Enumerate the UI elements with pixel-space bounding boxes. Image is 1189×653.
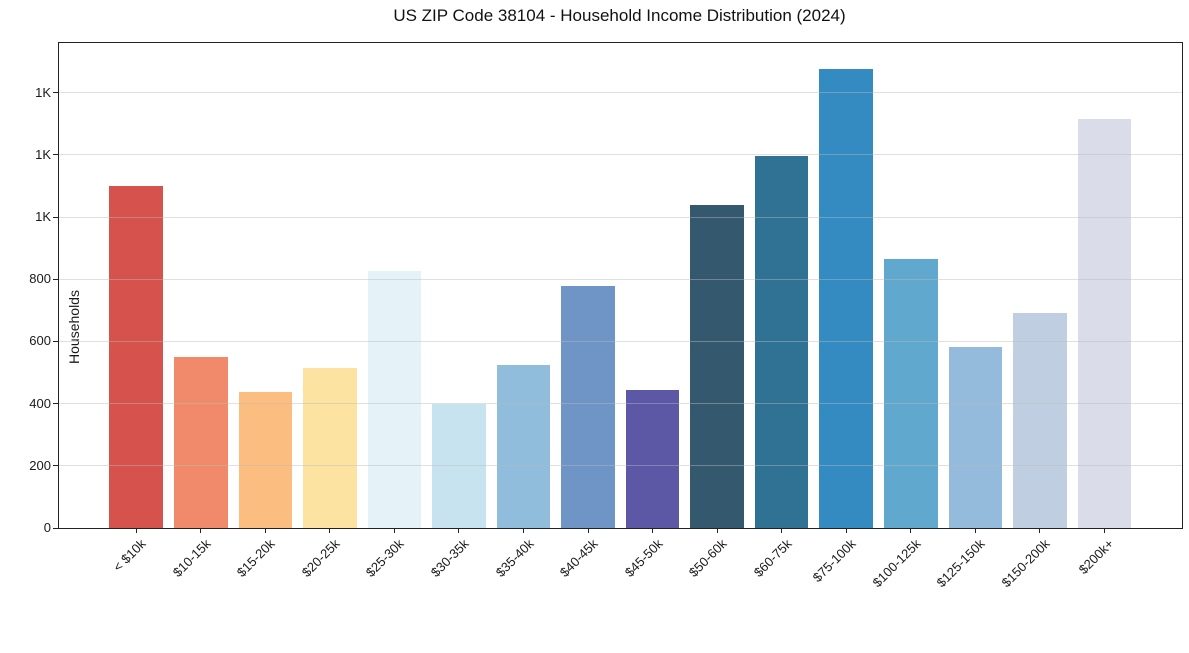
bar-30-35k xyxy=(432,404,486,528)
x-tick-label: $75-100k xyxy=(809,536,859,585)
y-tick-label: 800 xyxy=(29,271,51,287)
x-tick-label: $45-50k xyxy=(621,536,666,580)
x-tick-mark xyxy=(135,528,137,533)
x-tick-label: $15-20k xyxy=(234,536,278,580)
x-tick-label: $30-35k xyxy=(427,536,472,580)
x-tick-mark xyxy=(458,528,460,533)
x-tick-mark xyxy=(523,528,524,533)
figure: US ZIP Code 38104 - Household Income Dis… xyxy=(29,6,1183,591)
x-tick-mark xyxy=(974,528,976,533)
x-tick-label: $20-25k xyxy=(298,536,343,580)
y-tick-mark xyxy=(53,278,58,280)
gridline-400 xyxy=(59,403,1182,405)
x-tick-label: $60-75k xyxy=(750,536,795,580)
x-tick-mark xyxy=(781,528,783,533)
plot-area: Households 0 200 400 600 800 1K 1K 1K < $10k $10-… xyxy=(29,42,1183,590)
bar-75-100k xyxy=(819,68,874,528)
bar-10-15k xyxy=(173,356,228,528)
y-tick-mark xyxy=(53,92,58,94)
y-tick-label: 1K xyxy=(35,209,51,225)
y-tick-mark xyxy=(53,465,58,467)
y-tick-label: 0 xyxy=(43,520,51,535)
y-tick-label: 1K xyxy=(35,146,51,162)
y-tick-mark xyxy=(53,527,58,529)
x-tick-label: $100-125k xyxy=(869,536,924,591)
x-tick-mark xyxy=(845,528,847,533)
x-tick-mark xyxy=(264,528,266,533)
x-tick-mark xyxy=(910,528,912,533)
y-tick-label: 400 xyxy=(29,395,51,411)
bar-45-50k xyxy=(625,390,680,528)
bar-125-150k xyxy=(948,346,1003,528)
gridline-1000 xyxy=(59,216,1182,218)
bar-40-45k xyxy=(561,286,615,528)
y-tick-mark xyxy=(53,340,58,342)
x-tick-mark xyxy=(1039,528,1041,533)
bar-25-30k xyxy=(367,270,422,528)
x-tick-label: < $10k xyxy=(110,536,149,575)
x-tick-mark xyxy=(587,528,589,533)
x-tick-label: $150-200k xyxy=(998,536,1053,591)
x-tick-mark xyxy=(652,528,654,533)
gridline-600 xyxy=(59,340,1182,342)
bar-150-200k xyxy=(1013,312,1067,528)
x-tick-mark xyxy=(716,528,718,533)
chart-title: US ZIP Code 38104 - Household Income Dis… xyxy=(393,6,846,25)
bar-50-60k xyxy=(690,205,744,528)
x-tick-label: $200k+ xyxy=(1076,536,1118,578)
x-tick-label: $50-60k xyxy=(685,536,730,580)
bar-35-40k xyxy=(496,365,551,528)
x-tick-label: $25-30k xyxy=(363,536,407,580)
x-tick-mark xyxy=(329,528,331,533)
bar-20-25k xyxy=(303,367,357,528)
gridline-200 xyxy=(59,465,1182,467)
x-tick-label: $10-15k xyxy=(169,536,214,580)
bar-10k xyxy=(109,186,163,528)
bar-200k+ xyxy=(1077,118,1132,528)
bar-60-75k xyxy=(754,155,809,528)
x-tick-mark xyxy=(200,528,202,533)
y-tick-label: 200 xyxy=(29,457,51,473)
gridline-800 xyxy=(59,278,1182,280)
gridline-1200 xyxy=(59,154,1182,156)
bar-15-20k xyxy=(238,391,293,528)
x-tick-mark xyxy=(1103,528,1105,533)
x-tick-label: $125-150k xyxy=(933,536,988,591)
y-tick-mark xyxy=(53,154,58,156)
x-tick-mark xyxy=(393,528,395,533)
y-tick-label: 600 xyxy=(29,333,51,349)
bar-100-125k xyxy=(884,258,938,528)
x-tick-label: $35-40k xyxy=(492,536,537,580)
y-axis-label: Households xyxy=(66,290,82,364)
gridline-1400 xyxy=(59,92,1182,94)
y-tick-mark xyxy=(53,403,58,405)
x-tick-label: $40-45k xyxy=(556,536,601,580)
y-tick-label: 1K xyxy=(35,84,51,100)
y-tick-mark xyxy=(53,216,58,218)
